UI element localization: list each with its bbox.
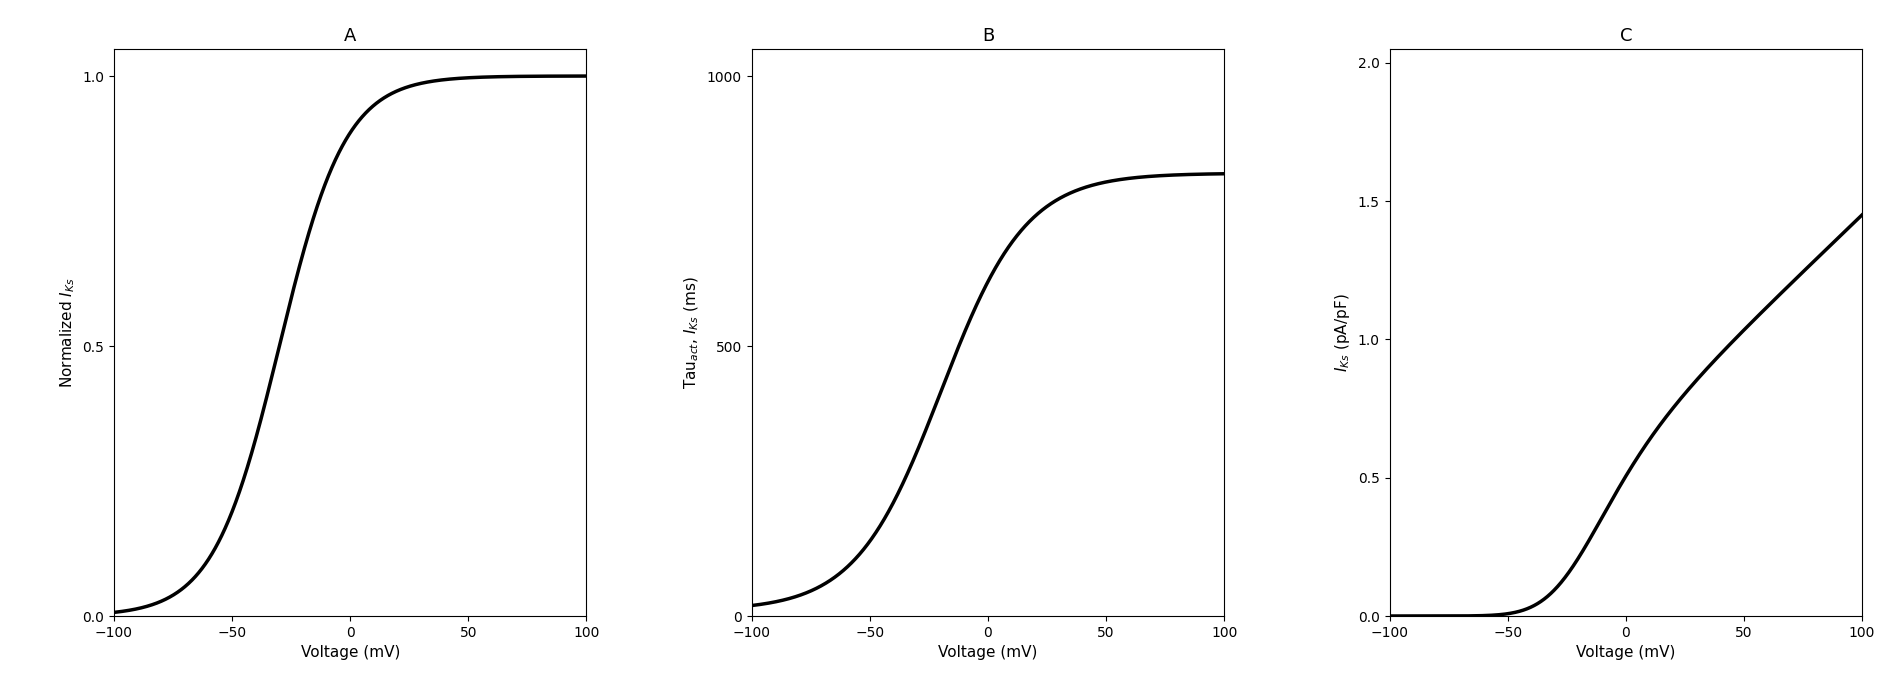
Title: A: A bbox=[344, 27, 357, 45]
Y-axis label: $I_{Ks}$ (pA/pF): $I_{Ks}$ (pA/pF) bbox=[1334, 293, 1353, 372]
X-axis label: Voltage (mV): Voltage (mV) bbox=[939, 645, 1037, 660]
Title: C: C bbox=[1619, 27, 1632, 45]
X-axis label: Voltage (mV): Voltage (mV) bbox=[300, 645, 399, 660]
Y-axis label: Tau$_{act}$, $I_{Ks}$ (ms): Tau$_{act}$, $I_{Ks}$ (ms) bbox=[682, 276, 701, 389]
Title: B: B bbox=[982, 27, 994, 45]
Y-axis label: Normalized $I_{Ks}$: Normalized $I_{Ks}$ bbox=[59, 277, 76, 388]
X-axis label: Voltage (mV): Voltage (mV) bbox=[1577, 645, 1676, 660]
